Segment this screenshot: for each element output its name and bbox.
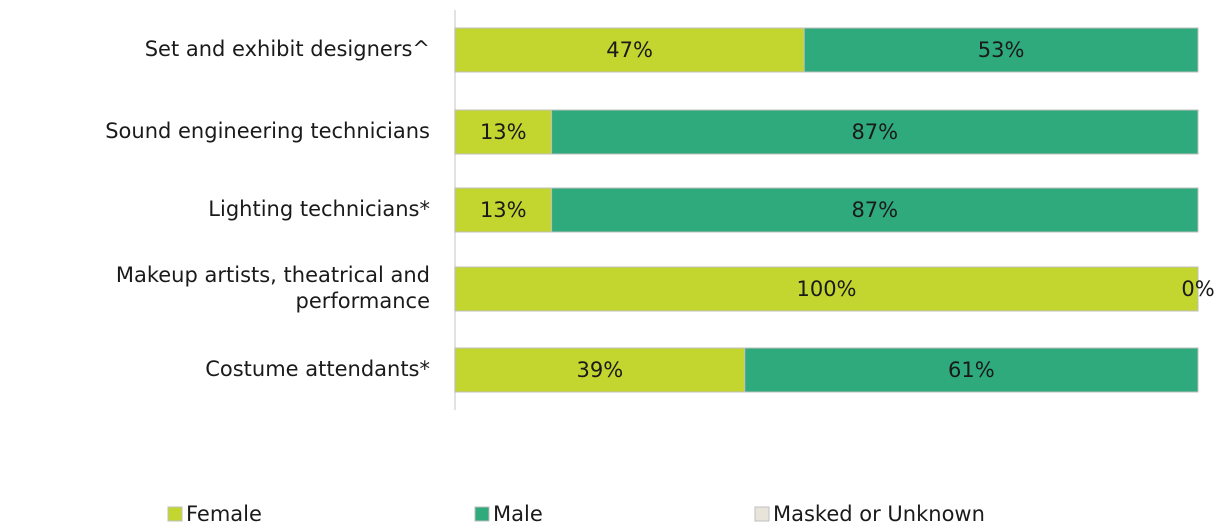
category-label: Lighting technicians*	[208, 197, 430, 221]
legend-swatch	[474, 506, 490, 522]
legend-label: Masked or Unknown	[773, 502, 985, 526]
bar-segment	[454, 266, 1199, 312]
data-label: 47%	[606, 38, 653, 62]
bar-segment	[551, 109, 1199, 155]
bar-segment	[454, 27, 805, 73]
data-label: 87%	[851, 120, 898, 144]
data-label: 39%	[577, 358, 624, 382]
bar-segment	[551, 187, 1199, 233]
category-label: Set and exhibit designers^	[145, 37, 430, 61]
category-label: Sound engineering technicians	[105, 119, 430, 143]
category-label: Makeup artists, theatrical and performanc…	[116, 263, 430, 313]
legend-label: Female	[186, 502, 262, 526]
data-label: 0%	[1181, 277, 1214, 301]
data-label: 100%	[796, 277, 856, 301]
legend-swatch	[754, 506, 770, 522]
data-label: 13%	[480, 198, 527, 222]
bar-segment	[803, 27, 1199, 73]
data-label: 87%	[851, 198, 898, 222]
bar-segment	[454, 347, 746, 393]
data-label: 13%	[480, 120, 527, 144]
data-label: 53%	[978, 38, 1025, 62]
bar-segment	[454, 109, 553, 155]
legend-label: Male	[493, 502, 543, 526]
legend-swatch	[167, 506, 183, 522]
bar-segment	[744, 347, 1199, 393]
category-label: Costume attendants*	[205, 357, 430, 381]
data-label: 61%	[948, 358, 995, 382]
